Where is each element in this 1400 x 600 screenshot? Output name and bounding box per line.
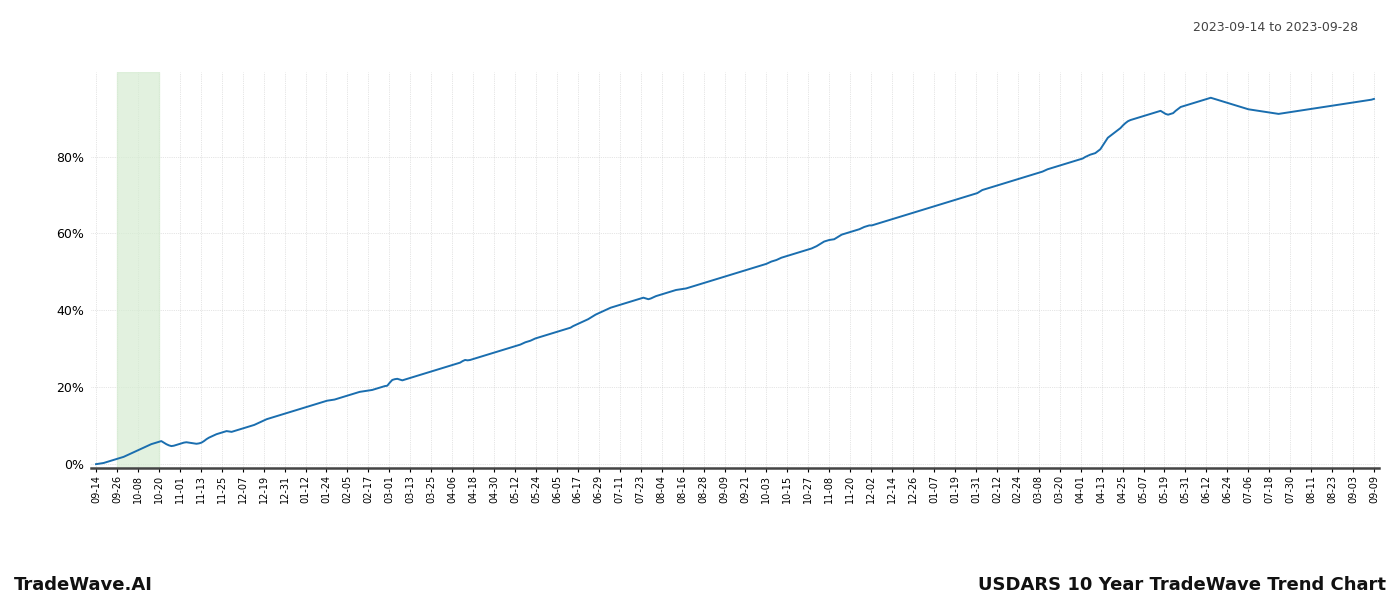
Text: 2023-09-14 to 2023-09-28: 2023-09-14 to 2023-09-28 bbox=[1193, 21, 1358, 34]
Text: TradeWave.AI: TradeWave.AI bbox=[14, 576, 153, 594]
Text: USDARS 10 Year TradeWave Trend Chart: USDARS 10 Year TradeWave Trend Chart bbox=[979, 576, 1386, 594]
Bar bbox=[118, 72, 158, 468]
